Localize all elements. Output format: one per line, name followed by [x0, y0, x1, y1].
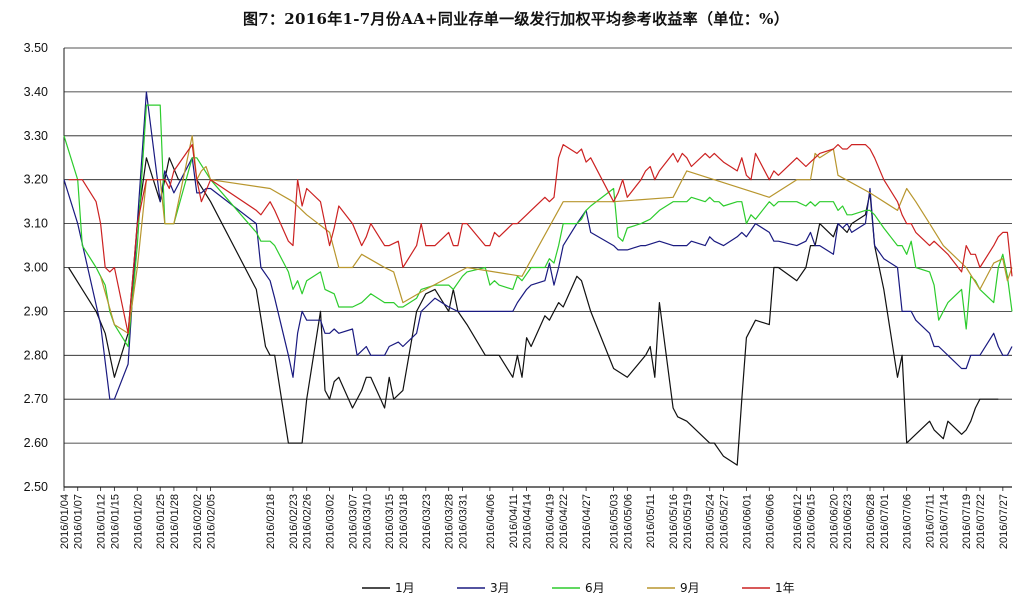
x-tick-label: 2016/01/28: [169, 494, 181, 549]
y-tick-label: 2.80: [24, 348, 48, 362]
x-tick-label: 2016/02/02: [192, 494, 204, 549]
series-line: [63, 104, 1013, 348]
x-tick-label: 2016/01/15: [109, 494, 121, 549]
x-tick-label: 2016/02/18: [265, 494, 277, 549]
x-tick-label: 2016/07/27: [998, 494, 1010, 549]
chart-title: 图7：2016年1-7月份AA+同业存单一级发行加权平均参考收益率（单位：%）: [242, 10, 790, 28]
x-tick-label: 2016/06/06: [764, 494, 776, 549]
x-tick-label: 2016/06/20: [828, 494, 840, 549]
x-tick-label: 2016/03/28: [444, 494, 456, 549]
y-tick-label: 2.90: [24, 304, 48, 318]
x-tick-label: 2016/06/28: [865, 494, 877, 549]
x-tick-label: 2016/07/14: [938, 494, 950, 549]
x-tick-label: 2016/06/01: [741, 494, 753, 549]
x-tick-label: 2016/03/10: [361, 494, 373, 549]
x-tick-label: 2016/02/05: [206, 494, 218, 549]
x-tick-label: 2016/05/16: [668, 494, 680, 549]
x-tick-label: 2016/02/26: [302, 494, 314, 549]
x-tick-label: 2016/01/12: [96, 494, 108, 549]
y-tick-label: 3.50: [24, 41, 48, 55]
y-axis: 3.50 3.40 3.30 3.20 3.10 3.00 2.90 2.80 2.70 2.60…: [24, 41, 48, 494]
x-tick-label: 2016/05/27: [718, 494, 730, 549]
x-tick-label: 2016/06/15: [805, 494, 817, 549]
x-tick-label: 2016/04/06: [485, 494, 497, 549]
x-tick-label: 2016/03/02: [325, 494, 337, 549]
series-lines: [63, 91, 1013, 466]
x-tick-label: 2016/07/22: [975, 494, 987, 549]
y-tick-label: 3.30: [24, 129, 48, 143]
x-tick-label: 2016/04/14: [522, 494, 534, 549]
series-line: [68, 144, 1013, 334]
x-tick-label: 2016/01/07: [73, 494, 85, 549]
x-tick-label: 2016/02/23: [288, 494, 300, 549]
series-line: [63, 91, 1013, 400]
x-tick-label: 2016/04/11: [508, 494, 520, 548]
x-tick-label: 2016/03/23: [421, 494, 433, 549]
x-tick-label: 2016/03/07: [348, 494, 360, 549]
x-tick-label: 2016/04/27: [581, 494, 593, 549]
series-line: [100, 135, 1013, 334]
x-tick-label: 2016/03/15: [384, 494, 396, 549]
x-tick-label: 2016/01/04: [59, 494, 71, 549]
y-tick-label: 3.10: [24, 217, 48, 231]
x-tick-label: 2016/06/23: [842, 494, 854, 549]
legend-label: 1月: [395, 581, 415, 595]
legend-label: 1年: [775, 581, 795, 595]
x-tick-label: 2016/04/22: [558, 494, 570, 549]
x-tick-label: 2016/07/19: [961, 494, 973, 549]
legend: 1月 3月 6月 9月 1年: [362, 581, 795, 595]
x-tick-label: 2016/06/12: [792, 494, 804, 549]
x-axis: 2016/01/04 2016/01/07 2016/01/12 2016/01/15…: [59, 487, 1010, 549]
legend-label: 9月: [680, 581, 700, 595]
legend-label: 3月: [490, 581, 510, 595]
x-tick-label: 2016/07/01: [879, 494, 891, 549]
x-tick-label: 2016/01/20: [132, 494, 144, 549]
x-tick-label: 2016/05/24: [705, 494, 717, 549]
x-tick-label: 2016/05/19: [682, 494, 694, 549]
x-tick-label: 2016/05/11: [645, 494, 657, 548]
x-tick-label: 2016/04/19: [544, 494, 556, 549]
x-tick-label: 2016/01/25: [155, 494, 167, 549]
x-tick-label: 2016/07/06: [902, 494, 914, 549]
legend-label: 6月: [585, 581, 605, 595]
y-tick-label: 2.60: [24, 436, 48, 450]
y-tick-label: 3.40: [24, 85, 48, 99]
y-tick-label: 3.20: [24, 173, 48, 187]
x-tick-label: 2016/03/31: [457, 494, 469, 549]
y-tick-label: 3.00: [24, 261, 48, 275]
gridlines: [63, 47, 1012, 488]
x-tick-label: 2016/05/03: [609, 494, 621, 549]
y-tick-label: 2.70: [24, 392, 48, 406]
x-tick-label: 2016/03/18: [398, 494, 410, 549]
x-tick-label: 2016/05/06: [622, 494, 634, 549]
y-tick-label: 2.50: [24, 480, 48, 494]
x-tick-label: 2016/07/11: [925, 494, 937, 548]
